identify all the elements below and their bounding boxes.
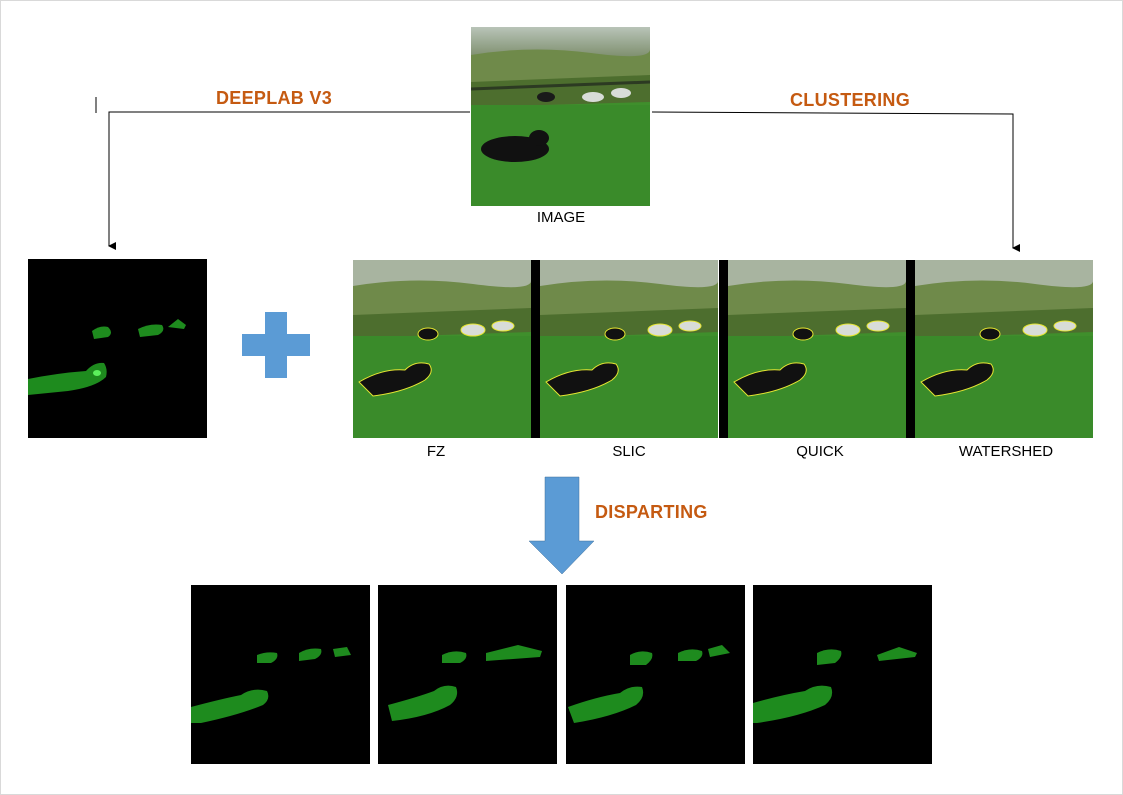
- output-mask-watershed: [753, 585, 932, 764]
- plus-sign-icon: [242, 312, 310, 378]
- deeplab-arrow: [108, 111, 470, 250]
- input-image: [471, 27, 650, 206]
- clustering-label: CLUSTERING: [790, 90, 910, 110]
- down-arrow-icon: [528, 476, 595, 575]
- deeplab-label: DEEPLAB V3: [216, 88, 333, 108]
- output-mask-fz: [191, 585, 370, 764]
- clustering-strip: [353, 260, 1093, 438]
- tile-divider: [719, 260, 728, 438]
- clustering-arrow: [651, 111, 1020, 252]
- method-label-quick: QUICK: [796, 443, 844, 460]
- image-caption: IMAGE: [536, 209, 586, 226]
- deeplab-mask: [28, 259, 207, 438]
- method-label-fz: FZ: [426, 443, 446, 460]
- output-mask-quick: [566, 585, 745, 764]
- tile-divider: [531, 260, 540, 438]
- disparting-label: DISPARTING: [595, 502, 708, 522]
- method-label-slic: SLIC: [612, 443, 646, 460]
- tile-divider: [906, 260, 915, 438]
- method-label-watershed: WATERSHED: [958, 443, 1054, 460]
- output-mask-slic: [378, 585, 557, 764]
